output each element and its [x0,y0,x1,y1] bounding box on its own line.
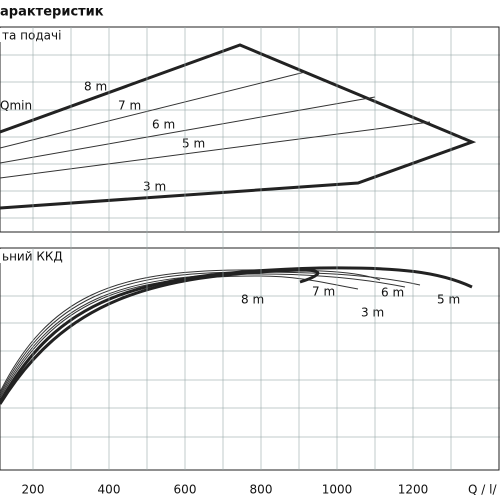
curve-label: 3 m [361,306,384,320]
panel-title: та подачі [2,29,61,43]
label-bg [0,249,62,263]
curve-label: 6 m [381,286,404,300]
curve-label: 5 m [182,137,205,151]
curve-label: 7 m [118,99,141,113]
grid [0,54,500,438]
curve-label: 8 m [84,80,107,94]
curve-label: 5 m [437,293,460,307]
title: арактеристик [0,5,104,20]
curve-label: Qmin [0,99,32,113]
x-tick-label: 1000 [322,483,353,497]
panel-title: ьний ККД [2,250,63,264]
curve-label: 8 m [241,293,264,307]
label-bg [0,28,60,42]
frames [0,26,500,471]
curve-label: 7 m [312,285,335,299]
curve-label: 6 m [152,118,175,132]
x-tick-label: 400 [98,483,121,497]
x-tick-label: 200 [22,483,45,497]
x-tick-label: 600 [174,483,197,497]
x-axis-label: Q / l/ [468,483,497,497]
curve-label: 3 m [143,180,166,194]
x-tick-label: 800 [250,483,273,497]
x-tick-label: 1200 [398,483,429,497]
operating-field [0,43,477,210]
efficiency-curves [0,266,473,405]
